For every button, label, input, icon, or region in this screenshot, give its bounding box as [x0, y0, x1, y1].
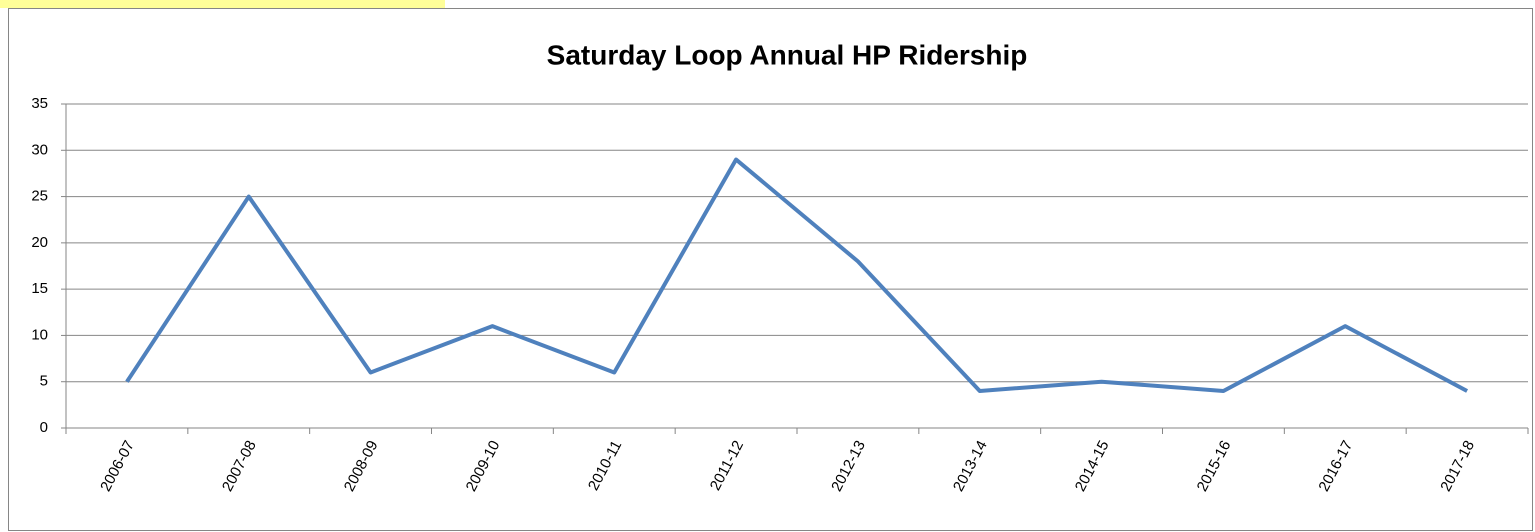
y-tick-label: 15 — [31, 280, 48, 297]
y-tick-label: 35 — [31, 95, 48, 112]
y-tick-label: 10 — [31, 326, 48, 343]
data-line — [125, 157, 1469, 393]
y-tick-label: 0 — [40, 419, 48, 436]
chart-title: Saturday Loop Annual HP Ridership — [547, 39, 1028, 70]
y-tick-label: 20 — [31, 234, 48, 251]
y-tick-label: 5 — [40, 373, 48, 390]
y-tick-label: 25 — [31, 188, 48, 205]
chart-border — [8, 8, 1533, 531]
y-tick-label: 30 — [31, 141, 48, 158]
highlight-strip — [0, 0, 445, 8]
